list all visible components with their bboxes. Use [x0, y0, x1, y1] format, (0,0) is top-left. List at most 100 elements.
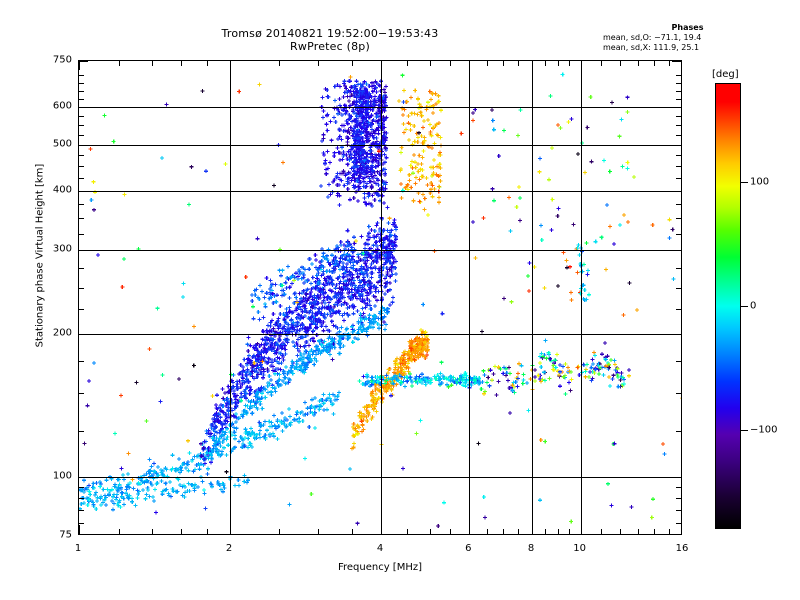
axis-tick [620, 61, 622, 66]
axis-tick [79, 393, 84, 394]
y-tick-label: 400 [52, 184, 72, 196]
colorbar [715, 83, 741, 529]
axis-tick [469, 61, 471, 70]
axis-tick [79, 510, 84, 512]
axis-tick [676, 233, 681, 235]
axis-tick [601, 61, 603, 66]
x-gridline [381, 61, 382, 534]
y-gridline [79, 333, 681, 335]
axis-tick [118, 61, 120, 66]
axis-tick [429, 529, 431, 534]
axis-tick [230, 61, 231, 70]
axis-tick [676, 124, 681, 126]
axis-tick [676, 487, 681, 489]
y-tick-label: 750 [52, 54, 72, 66]
axis-tick [569, 529, 571, 534]
axis-tick [79, 178, 84, 180]
axis-tick [486, 61, 488, 66]
y-tick-label: 600 [52, 100, 72, 112]
axis-tick [672, 250, 681, 252]
axis-tick [486, 529, 488, 534]
axis-tick [620, 529, 622, 534]
x-tick-label: 8 [527, 543, 535, 554]
x-axis-title: Frequency [MHz] [337, 562, 423, 573]
plot-title-sub: RwPretec (8p) [290, 40, 370, 53]
axis-tick [181, 529, 183, 534]
y-tick-label: 75 [59, 529, 72, 541]
x-gridline [230, 61, 231, 534]
x-tick-label: 1 [74, 543, 82, 554]
axis-tick [79, 115, 84, 117]
axis-tick [676, 430, 681, 432]
axis-tick [672, 190, 681, 192]
axis-tick [676, 75, 681, 77]
colorbar-tick [741, 429, 748, 431]
axis-tick [79, 250, 88, 252]
axis-tick [676, 393, 681, 394]
axis-tick [676, 287, 681, 289]
axis-tick [672, 144, 681, 146]
axis-tick [79, 144, 88, 146]
axis-tick [79, 361, 84, 363]
axis-tick [207, 529, 209, 534]
axis-tick [381, 61, 382, 70]
axis-tick [79, 333, 88, 335]
axis-tick [351, 61, 353, 66]
axis-tick [676, 361, 681, 363]
axis-tick [79, 267, 84, 269]
axis-tick [653, 529, 655, 534]
x-tick-label: 4 [376, 543, 384, 554]
x-gridline [580, 61, 582, 534]
axis-tick [207, 61, 209, 66]
axis-tick [676, 267, 681, 269]
axis-tick [676, 155, 681, 157]
axis-tick [79, 525, 80, 534]
axis-tick [517, 61, 519, 66]
axis-tick [79, 309, 84, 311]
axis-tick [672, 61, 681, 62]
axis-tick [676, 309, 681, 311]
colorbar-tick-label: 100 [750, 176, 770, 188]
y-axis-title: Stationary phase Virtual Height [km] [34, 163, 46, 348]
colorbar-tick-label: 0 [750, 300, 757, 312]
axis-tick [668, 61, 670, 66]
colorbar-tick-label: −100 [750, 424, 778, 436]
colorbar-unit-label: [deg] [712, 69, 739, 80]
colorbar-gradient [715, 83, 741, 529]
x-tick-label: 6 [465, 543, 472, 554]
stats-o-mode: mean, sd,O: −71.1, 19.4 [603, 33, 702, 42]
x-tick-label: 10 [573, 543, 586, 554]
axis-tick [676, 218, 681, 220]
axis-tick [502, 61, 504, 66]
colorbar-tick [741, 182, 748, 184]
axis-tick [469, 525, 471, 534]
axis-tick [406, 529, 408, 534]
axis-tick [569, 61, 571, 66]
x-tick-label: 2 [225, 543, 233, 554]
axis-tick [406, 61, 408, 66]
axis-tick [152, 61, 154, 66]
axis-tick [79, 75, 84, 77]
axis-tick [450, 61, 452, 66]
axis-tick [557, 61, 559, 66]
plot-title-main: Tromsø 20140821 19:52:00−19:53:43 [221, 27, 439, 40]
axis-tick [79, 476, 88, 478]
plot-area [78, 60, 682, 535]
axis-tick [676, 98, 681, 100]
axis-tick [580, 61, 582, 70]
axis-tick [676, 82, 681, 84]
axis-tick [502, 529, 504, 534]
axis-tick [545, 61, 547, 66]
scatter-layer [79, 72, 681, 528]
axis-tick [676, 115, 681, 117]
y-tick-label: 500 [52, 138, 72, 150]
axis-tick [672, 107, 681, 109]
axis-tick [637, 61, 639, 66]
axis-tick [676, 203, 681, 205]
axis-tick [532, 525, 533, 534]
x-gridline [469, 61, 471, 534]
axis-tick [79, 98, 84, 100]
axis-tick [79, 107, 88, 109]
axis-tick [351, 529, 353, 534]
